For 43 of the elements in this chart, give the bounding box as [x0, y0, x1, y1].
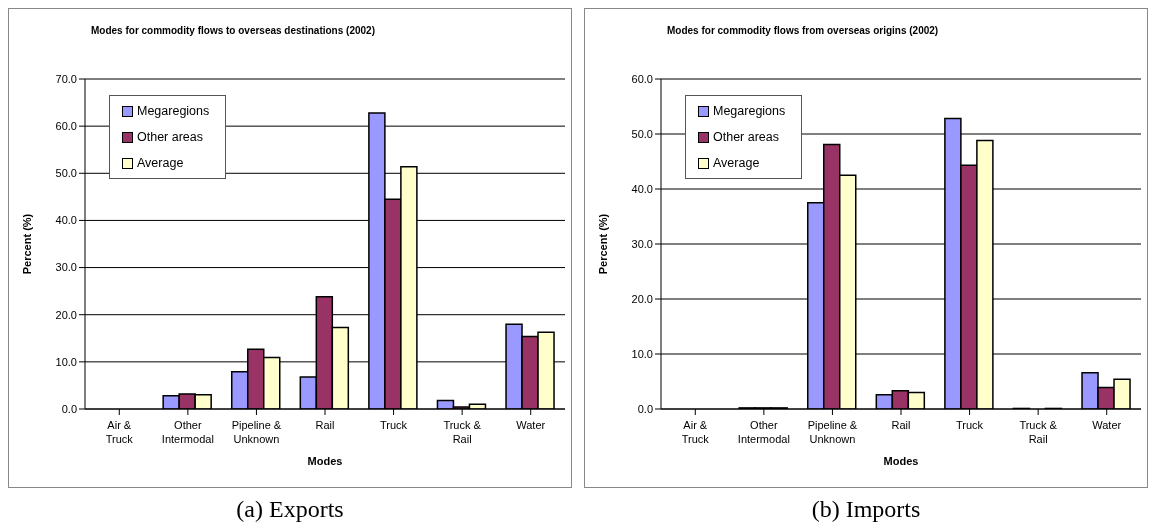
- y-tick-label: 30.0: [55, 261, 77, 274]
- x-axis-title: Modes: [307, 455, 343, 467]
- y-tick-label: 20.0: [631, 292, 653, 305]
- x-tick-label: Truck: [956, 419, 984, 431]
- legend-label: Average: [713, 156, 760, 170]
- y-tick-label: 70.0: [55, 72, 77, 85]
- x-tick-label: Other Intermodal: [737, 419, 790, 445]
- y-tick-label: 50.0: [55, 167, 77, 180]
- y-tick-label: 10.0: [55, 355, 77, 368]
- x-tick-label: Rail: [891, 419, 911, 431]
- x-tick-label: Truck & Rail: [1019, 419, 1058, 445]
- y-tick-label: 10.0: [631, 347, 653, 360]
- y-axis-title: Percent (%): [596, 213, 609, 275]
- y-tick-label: 40.0: [631, 182, 653, 195]
- y-tick-label: 60.0: [55, 120, 77, 133]
- x-tick-label: Truck & Rail: [443, 419, 482, 445]
- x-tick-label: Pipeline & Unknown: [231, 419, 282, 445]
- legend-label: Other areas: [137, 130, 204, 144]
- legend-label: Megaregions: [137, 104, 210, 118]
- y-tick-label: 20.0: [55, 308, 77, 321]
- chart-title: Modes for commodity flows from overseas origins (2002): [667, 25, 939, 36]
- text: (a) Exports: [235, 496, 345, 523]
- y-tick-label: 30.0: [631, 237, 653, 250]
- x-tick-label: Rail: [315, 419, 335, 431]
- x-tick-label: Pipeline & Unknown: [807, 419, 858, 445]
- y-tick-label: 60.0: [631, 72, 653, 85]
- x-tick-label: Water: [516, 419, 546, 431]
- x-tick-label: Air & Truck: [105, 419, 134, 445]
- text: (b) Imports: [810, 496, 922, 523]
- x-axis-title: Modes: [883, 455, 919, 467]
- x-tick-label: Truck: [380, 419, 408, 431]
- x-tick-label: Other Intermodal: [161, 419, 214, 445]
- legend-label: Other areas: [713, 130, 780, 144]
- chart-title: Modes for commodity flows to overseas destinations (2002): [91, 25, 375, 36]
- y-axis-title: Percent (%): [20, 213, 33, 275]
- x-tick-label: Air & Truck: [681, 419, 710, 445]
- x-tick-label: Water: [1092, 419, 1122, 431]
- y-tick-label: 0.0: [61, 402, 77, 415]
- y-tick-label: 50.0: [631, 127, 653, 140]
- y-tick-label: 0.0: [637, 402, 653, 415]
- y-tick-label: 40.0: [55, 214, 77, 227]
- legend-label: Megaregions: [713, 104, 786, 118]
- legend-label: Average: [137, 156, 184, 170]
